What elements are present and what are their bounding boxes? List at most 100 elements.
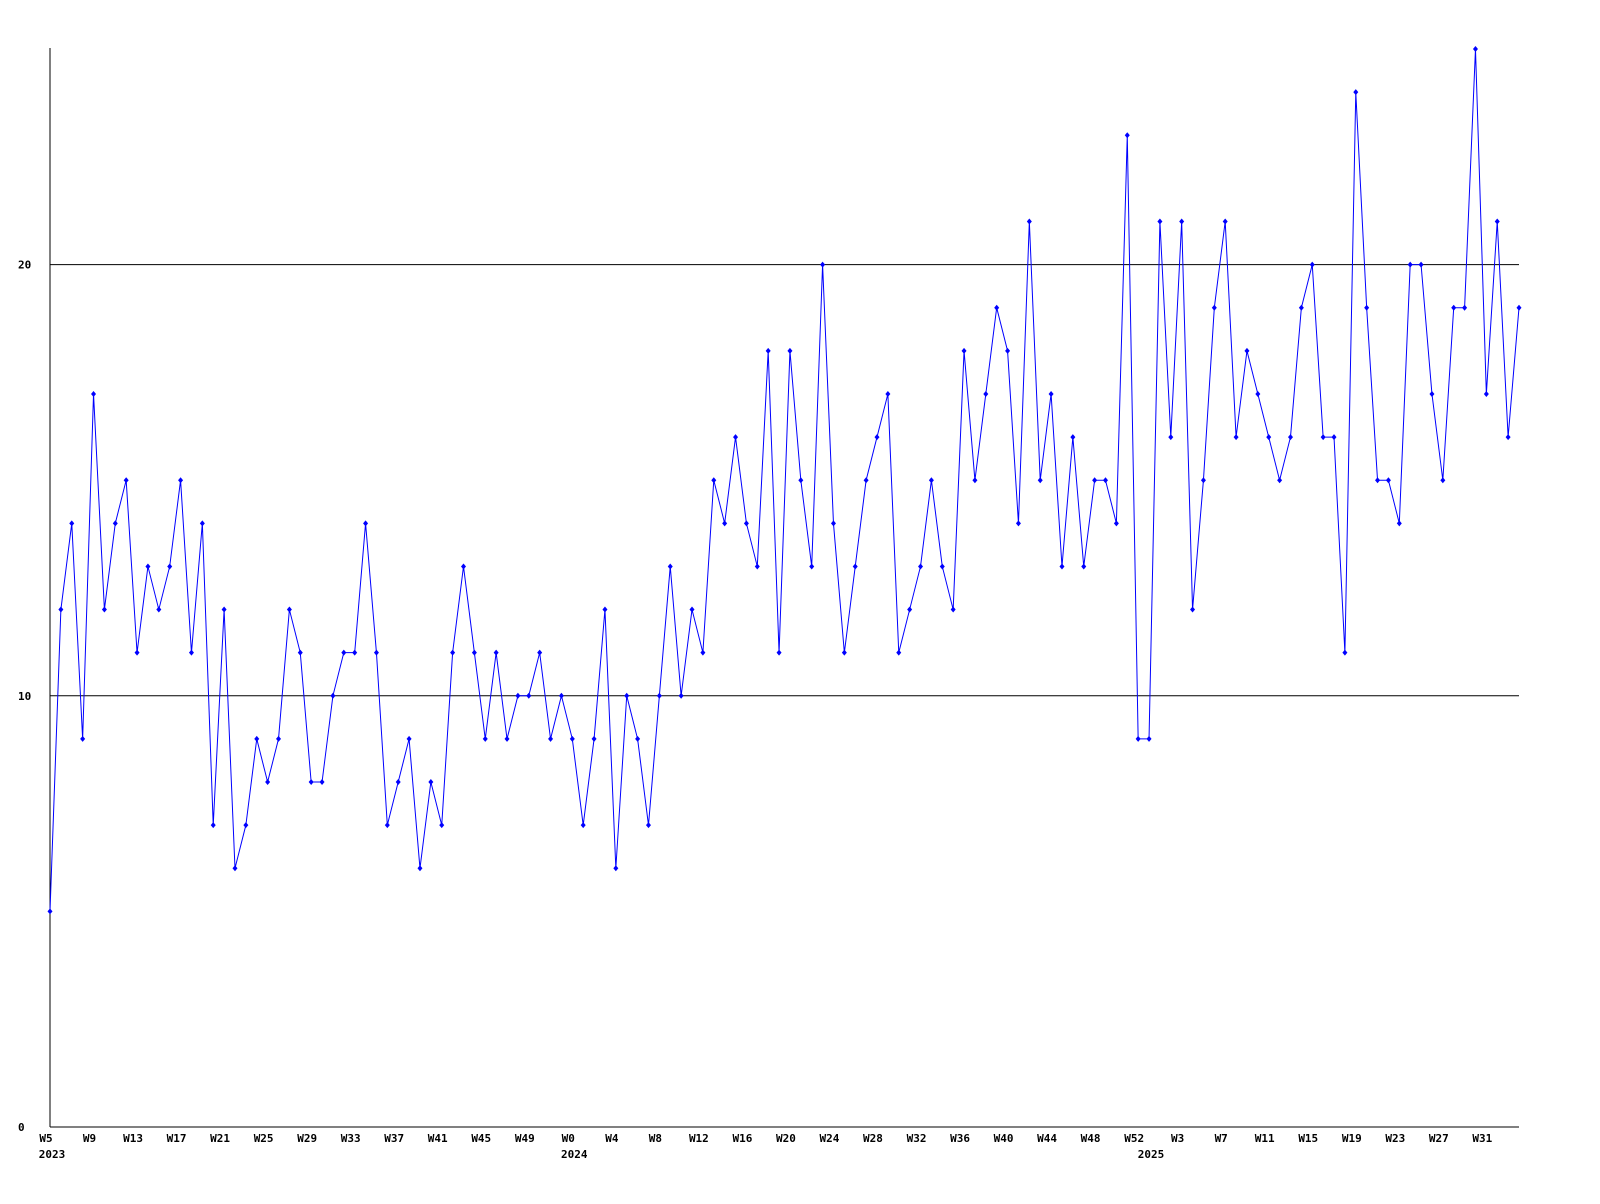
x-tick-label: W5 (39, 1132, 52, 1145)
data-point (754, 563, 760, 570)
y-tick-label: 20 (18, 259, 31, 272)
data-point (1287, 434, 1293, 441)
data-point (406, 735, 412, 742)
data-point (1157, 218, 1163, 225)
data-point (994, 304, 1000, 311)
x-tick-label: W3 (1171, 1132, 1184, 1145)
data-point (776, 649, 782, 656)
x-tick-label: W32 (907, 1132, 927, 1145)
data-point (939, 563, 945, 570)
data-point (47, 908, 53, 915)
data-point (58, 606, 64, 613)
data-point (874, 434, 880, 441)
data-point (199, 520, 205, 527)
data-point (221, 606, 227, 613)
data-point (297, 649, 303, 656)
data-point (1364, 304, 1370, 311)
data-point (1103, 477, 1109, 484)
data-point (1320, 434, 1326, 441)
data-point (243, 822, 249, 829)
data-point (602, 606, 608, 613)
data-point (101, 606, 107, 613)
data-point (210, 822, 216, 829)
data-point (928, 477, 934, 484)
data-point (743, 520, 749, 527)
data-point (569, 735, 575, 742)
x-tick-label: W52 (1124, 1132, 1144, 1145)
data-point (1244, 347, 1250, 354)
data-point (1026, 218, 1032, 225)
data-point (471, 649, 477, 656)
data-point (265, 779, 271, 786)
data-point (809, 563, 815, 570)
data-point (1451, 304, 1457, 311)
data-point (123, 477, 129, 484)
x-tick-label: W27 (1429, 1132, 1449, 1145)
data-point (156, 606, 162, 613)
y-tick-label: 10 (18, 690, 31, 703)
data-point (1277, 477, 1283, 484)
data-point (112, 520, 118, 527)
y-tick-label: 0 (18, 1121, 25, 1134)
data-point (1331, 434, 1337, 441)
data-point (1179, 218, 1185, 225)
data-point (558, 692, 564, 699)
data-point (1516, 304, 1522, 311)
x-tick-label: W16 (732, 1132, 752, 1145)
x-year-label: 2024 (561, 1148, 588, 1161)
data-line (49, 48, 1520, 912)
data-point (482, 735, 488, 742)
data-point (1494, 218, 1500, 225)
data-point (460, 563, 466, 570)
data-point (852, 563, 858, 570)
data-point (765, 347, 771, 354)
data-point (1298, 304, 1304, 311)
x-tick-label: W48 (1081, 1132, 1101, 1145)
data-point (1070, 434, 1076, 441)
data-point (145, 563, 151, 570)
data-point (1429, 390, 1435, 397)
data-point (580, 822, 586, 829)
data-point (69, 520, 75, 527)
data-point (689, 606, 695, 613)
data-point (613, 865, 619, 872)
data-point (841, 649, 847, 656)
data-point (232, 865, 238, 872)
data-point (1407, 261, 1413, 268)
x-tick-label: W8 (649, 1132, 662, 1145)
data-point (830, 520, 836, 527)
data-point (798, 477, 804, 484)
x-tick-label: W41 (428, 1132, 448, 1145)
data-point (373, 649, 379, 656)
data-point (1168, 434, 1174, 441)
x-tick-label: W23 (1385, 1132, 1405, 1145)
data-point (1037, 477, 1043, 484)
data-point (254, 735, 260, 742)
data-point (635, 735, 641, 742)
x-tick-label: W25 (254, 1132, 274, 1145)
data-point (1353, 89, 1359, 96)
x-tick-label: W29 (297, 1132, 317, 1145)
data-point (330, 692, 336, 699)
x-tick-label: W12 (689, 1132, 709, 1145)
data-point (1462, 304, 1468, 311)
x-year-label: 2023 (39, 1148, 66, 1161)
data-point (1266, 434, 1272, 441)
data-point (167, 563, 173, 570)
x-tick-label: W49 (515, 1132, 535, 1145)
data-point (918, 563, 924, 570)
x-tick-label: W37 (384, 1132, 404, 1145)
data-point (548, 735, 554, 742)
data-point (733, 434, 739, 441)
data-point (504, 735, 510, 742)
data-point (1092, 477, 1098, 484)
x-tick-label: W36 (950, 1132, 970, 1145)
data-point (537, 649, 543, 656)
data-point (276, 735, 282, 742)
data-point (515, 692, 521, 699)
data-point (667, 563, 673, 570)
data-point (1440, 477, 1446, 484)
x-tick-label: W17 (167, 1132, 187, 1145)
